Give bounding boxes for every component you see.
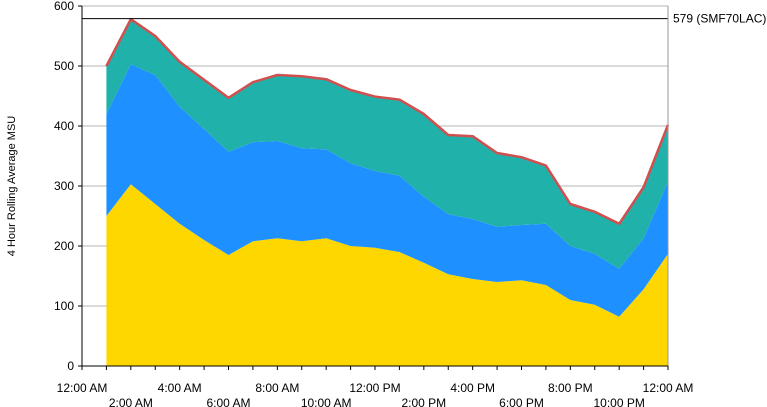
- x-tick-label: 2:00 AM: [109, 396, 153, 407]
- area-series-2: [106, 64, 669, 317]
- y-tick-label: 300: [54, 179, 74, 193]
- y-tick-label: 0: [67, 359, 74, 373]
- x-tick-label: 10:00 PM: [593, 396, 644, 407]
- reference-line-label: 579 (SMF70LAC): [673, 12, 766, 26]
- x-tick-label: 12:00 AM: [643, 381, 694, 395]
- y-axis-title: 4 Hour Rolling Average MSU: [6, 116, 18, 256]
- y-tick-label: 600: [54, 0, 74, 13]
- area-series-3: [106, 19, 669, 269]
- x-tick-label: 10:00 AM: [301, 396, 352, 407]
- x-tick-label: 4:00 AM: [158, 381, 202, 395]
- x-tick-label: 8:00 AM: [255, 381, 299, 395]
- x-tick-label: 8:00 PM: [548, 381, 593, 395]
- area-series: [82, 17, 670, 366]
- x-tick-label: 12:00 PM: [349, 381, 400, 395]
- y-tick-label: 500: [54, 59, 74, 73]
- x-tick-label: 6:00 PM: [499, 396, 544, 407]
- x-tick-label: 6:00 AM: [206, 396, 250, 407]
- x-tick-label: 2:00 PM: [401, 396, 446, 407]
- y-tick-label: 200: [54, 239, 74, 253]
- axes: [78, 5, 669, 370]
- y-tick-label: 100: [54, 299, 74, 313]
- area-series-1: [106, 184, 669, 366]
- y-tick-label: 400: [54, 119, 74, 133]
- tick-labels: 0 100 200 300 400 500 600 579 (SMF70LAC) 12:00 A…: [54, 0, 766, 407]
- total-line: [105, 17, 670, 226]
- x-tick-label: 12:00 AM: [57, 381, 108, 395]
- x-tick-label: 4:00 PM: [450, 381, 495, 395]
